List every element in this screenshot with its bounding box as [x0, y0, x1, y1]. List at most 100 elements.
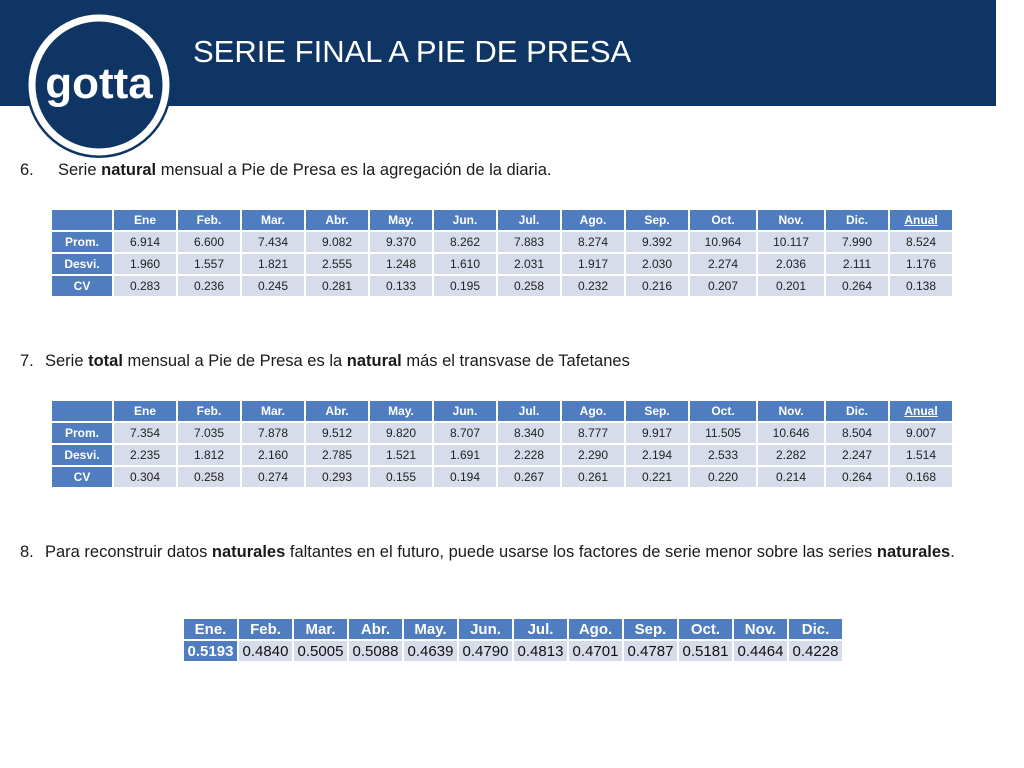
table-cell: 8.504: [826, 423, 888, 443]
column-header: Anual: [890, 401, 952, 421]
table-cell: 10.117: [758, 232, 824, 252]
column-header: May.: [370, 210, 432, 230]
column-header: Jun.: [434, 401, 496, 421]
column-header: Mar.: [242, 210, 304, 230]
table-cell: 2.533: [690, 445, 756, 465]
column-header: Sep.: [626, 401, 688, 421]
factor-value: 0.4228: [789, 641, 842, 661]
row-label: CV: [52, 467, 112, 487]
table-cell: 8.524: [890, 232, 952, 252]
table-cell: 2.235: [114, 445, 176, 465]
table-cell: 0.138: [890, 276, 952, 296]
table-cell: 1.176: [890, 254, 952, 274]
page-title: SERIE FINAL A PIE DE PRESA: [193, 34, 632, 69]
table-cell: 8.262: [434, 232, 496, 252]
section-6-number: 6.: [20, 161, 34, 179]
factor-value: 0.4787: [624, 641, 677, 661]
table-row: Desvi. 2.235 1.812 2.160 2.785 1.521 1.691 2.22…: [52, 445, 952, 465]
factor-value: 0.5005: [294, 641, 347, 661]
table-cell: 0.304: [114, 467, 176, 487]
table-cell: 0.283: [114, 276, 176, 296]
section-8-number: 8.: [20, 543, 34, 561]
table-cell: 0.221: [626, 467, 688, 487]
table-cell: 0.214: [758, 467, 824, 487]
table-cell: 11.505: [690, 423, 756, 443]
table-cell: 1.514: [890, 445, 952, 465]
table-cell: 0.232: [562, 276, 624, 296]
table-cell: 7.990: [826, 232, 888, 252]
table-cell: 0.155: [370, 467, 432, 487]
table-cell: 2.274: [690, 254, 756, 274]
table-cell: 0.168: [890, 467, 952, 487]
factor-value: 0.4790: [459, 641, 512, 661]
table-cell: 6.600: [178, 232, 240, 252]
column-header: Feb.: [178, 401, 240, 421]
total-stats-table: Ene Feb. Mar. Abr. May. Jun. Jul. Ago. Sep. Oct. N…: [50, 399, 954, 489]
table-cell: 1.917: [562, 254, 624, 274]
factor-header: Sep.: [624, 619, 677, 639]
factor-header: May.: [404, 619, 457, 639]
column-header: Ago.: [562, 401, 624, 421]
table-cell: 1.610: [434, 254, 496, 274]
table-row: CV 0.304 0.258 0.274 0.293 0.155 0.194 0.267 0.2…: [52, 467, 952, 487]
table-cell: 0.281: [306, 276, 368, 296]
table-cell: 2.555: [306, 254, 368, 274]
table-cell: 0.236: [178, 276, 240, 296]
table-cell: 9.917: [626, 423, 688, 443]
table-cell: 9.007: [890, 423, 952, 443]
table-cell: 0.264: [826, 467, 888, 487]
column-header: Ago.: [562, 210, 624, 230]
table-cell: 2.160: [242, 445, 304, 465]
factor-value: 0.4464: [734, 641, 787, 661]
section-6-text: 6. Serie natural mensual a Pie de Presa e…: [20, 161, 552, 179]
table-cell: 0.258: [178, 467, 240, 487]
table-cell: 6.914: [114, 232, 176, 252]
table-row: Desvi. 1.960 1.557 1.821 2.555 1.248 1.610 2.03…: [52, 254, 952, 274]
table-cell: 0.133: [370, 276, 432, 296]
factor-header: Ago.: [569, 619, 622, 639]
table-cell: 0.245: [242, 276, 304, 296]
table-cell: 0.258: [498, 276, 560, 296]
column-header: Jul.: [498, 210, 560, 230]
column-header: Anual: [890, 210, 952, 230]
table-cell: 9.082: [306, 232, 368, 252]
factor-header: Jun.: [459, 619, 512, 639]
factor-header: Oct.: [679, 619, 732, 639]
table-cell: 0.207: [690, 276, 756, 296]
table-cell: 7.434: [242, 232, 304, 252]
table-cell: 8.340: [498, 423, 560, 443]
column-header: Ene: [114, 401, 176, 421]
column-header: Dic.: [826, 210, 888, 230]
row-label: Desvi.: [52, 445, 112, 465]
factor-header: Abr.: [349, 619, 402, 639]
table-cell: 10.646: [758, 423, 824, 443]
column-header: Jun.: [434, 210, 496, 230]
factor-header: Mar.: [294, 619, 347, 639]
column-header: Abr.: [306, 210, 368, 230]
table-cell: 7.354: [114, 423, 176, 443]
table-row: Prom. 7.354 7.035 7.878 9.512 9.820 8.707 8.340…: [52, 423, 952, 443]
factor-value: 0.5088: [349, 641, 402, 661]
column-header: Ene: [114, 210, 176, 230]
factor-header: Feb.: [239, 619, 292, 639]
table-cell: 0.264: [826, 276, 888, 296]
table-cell: 0.274: [242, 467, 304, 487]
table-cell: 2.247: [826, 445, 888, 465]
factor-header: Dic.: [789, 619, 842, 639]
table-cell: 8.707: [434, 423, 496, 443]
table-cell: 0.195: [434, 276, 496, 296]
table-cell: 1.821: [242, 254, 304, 274]
column-header: Abr.: [306, 401, 368, 421]
table-cell: 2.282: [758, 445, 824, 465]
column-header: Nov.: [758, 210, 824, 230]
factor-value: 0.4701: [569, 641, 622, 661]
table-cell: 0.201: [758, 276, 824, 296]
logo-text: gotta: [45, 59, 153, 108]
table-cell: 2.194: [626, 445, 688, 465]
table-cell: 1.248: [370, 254, 432, 274]
table-cell: 2.785: [306, 445, 368, 465]
factor-header: Ene.: [184, 619, 237, 639]
column-header: Nov.: [758, 401, 824, 421]
table-cell: 2.031: [498, 254, 560, 274]
factor-header: Nov.: [734, 619, 787, 639]
